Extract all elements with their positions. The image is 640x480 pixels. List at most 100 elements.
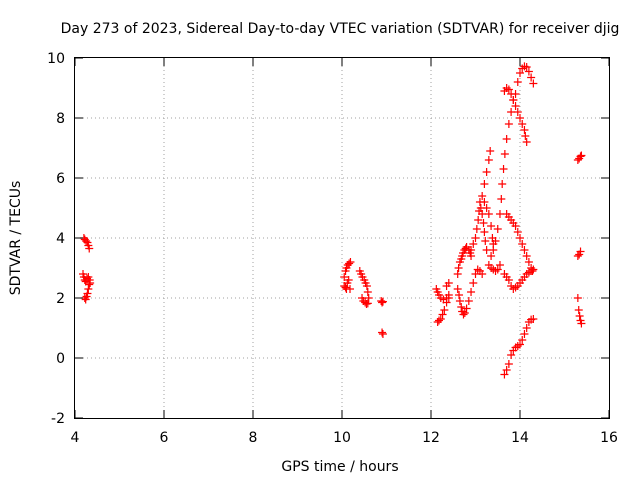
data-point-marker [511, 102, 520, 110]
data-point-marker [440, 306, 449, 314]
y-tick-label: 6 [56, 171, 65, 187]
data-point-marker [364, 294, 373, 302]
data-point-marker [481, 237, 490, 245]
data-point-marker [444, 279, 453, 287]
chart-title: Day 273 of 2023, Sidereal Day-to-day VTE… [61, 21, 620, 37]
data-point-marker [513, 78, 522, 86]
data-point-marker [479, 219, 488, 227]
data-point-marker [498, 180, 507, 188]
data-point-marker [573, 252, 582, 260]
data-point-marker [518, 120, 527, 128]
data-point-marker [529, 79, 538, 88]
data-point-marker [522, 324, 531, 332]
data-point-marker [340, 273, 349, 281]
data-point-marker [455, 297, 464, 305]
data-point-marker [378, 330, 387, 338]
data-point-marker [522, 63, 531, 71]
data-point-marker [484, 156, 493, 164]
data-point-marker [85, 244, 94, 253]
data-point-marker [378, 328, 387, 337]
data-point-marker [455, 291, 464, 299]
data-point-marker [495, 261, 504, 269]
x-axis: 4 6 8 10 12 14 16 [71, 58, 618, 446]
data-point-marker [516, 234, 524, 242]
data-point-marker [500, 370, 509, 379]
data-point-marker [529, 265, 538, 274]
grid-lines [75, 58, 609, 418]
data-point-marker [484, 210, 493, 218]
data-point-marker [507, 90, 516, 98]
data-point-marker [469, 240, 478, 248]
data-point-marker [511, 222, 520, 230]
data-point-marker [345, 259, 354, 268]
data-point-marker [472, 225, 481, 233]
y-tick-label: 2 [56, 291, 65, 307]
data-point-marker [471, 234, 480, 242]
data-point-marker [502, 135, 511, 143]
data-point-marker [520, 246, 529, 254]
data-point-marker [574, 306, 583, 314]
data-point-marker [85, 280, 94, 289]
x-tick-label: 6 [160, 430, 169, 446]
data-point-marker [509, 96, 518, 104]
x-tick-label: 14 [511, 430, 529, 446]
data-point-marker [518, 336, 527, 344]
data-point-marker [504, 85, 513, 94]
data-point-marker [504, 120, 513, 128]
data-point-marker [363, 299, 372, 308]
data-point-marker [480, 180, 489, 188]
data-point-marker [489, 246, 498, 254]
data-point-marker [520, 126, 529, 134]
x-tick-label: 12 [422, 430, 440, 446]
data-point-marker [478, 270, 487, 278]
data-point-marker [82, 237, 91, 245]
data-point-marker [482, 204, 491, 212]
data-point-marker [453, 285, 462, 293]
data-point-marker [480, 228, 489, 236]
y-tick-label: -2 [51, 411, 65, 427]
data-point-marker [507, 108, 516, 116]
data-point-marker [444, 291, 453, 299]
data-point-marker [462, 304, 471, 313]
data-point-marker [478, 210, 487, 218]
data-point-marker [495, 210, 504, 218]
data-point-marker [493, 265, 502, 274]
x-tick-label: 4 [71, 430, 80, 446]
data-point-marker [522, 138, 531, 146]
data-point-marker [84, 285, 93, 293]
data-points [79, 62, 586, 379]
data-point-marker [363, 288, 372, 296]
data-point-marker [346, 258, 355, 266]
x-tick-label: 10 [333, 430, 351, 446]
x-tick-label: 16 [600, 430, 618, 446]
data-point-marker [516, 340, 524, 349]
data-point-marker [471, 270, 480, 278]
data-point-marker [575, 312, 584, 320]
data-point-marker [516, 69, 524, 77]
data-point-marker [378, 297, 387, 306]
y-tick-label: 8 [56, 111, 65, 127]
data-point-marker [576, 247, 585, 256]
data-point-marker [436, 315, 445, 323]
data-point-marker [527, 73, 536, 82]
data-point-marker [453, 270, 462, 278]
data-point-marker [474, 216, 483, 224]
data-point-marker [577, 151, 586, 160]
data-point-marker [346, 285, 355, 293]
y-tick-label: 0 [56, 351, 65, 367]
data-point-marker [487, 252, 496, 260]
data-point-marker [457, 303, 466, 311]
data-point-marker [521, 132, 530, 140]
data-point-marker [467, 288, 476, 296]
data-point-marker [524, 67, 533, 76]
data-point-marker [522, 252, 531, 260]
data-point-marker [469, 279, 478, 287]
y-axis-label: SDTVAR / TECUs [8, 181, 24, 296]
data-point-marker [504, 360, 513, 368]
data-point-marker [487, 222, 496, 230]
data-point-marker [518, 240, 527, 248]
data-point-marker [362, 282, 371, 290]
data-point-marker [507, 351, 516, 359]
data-point-marker [513, 228, 522, 236]
data-point-marker [86, 279, 95, 287]
